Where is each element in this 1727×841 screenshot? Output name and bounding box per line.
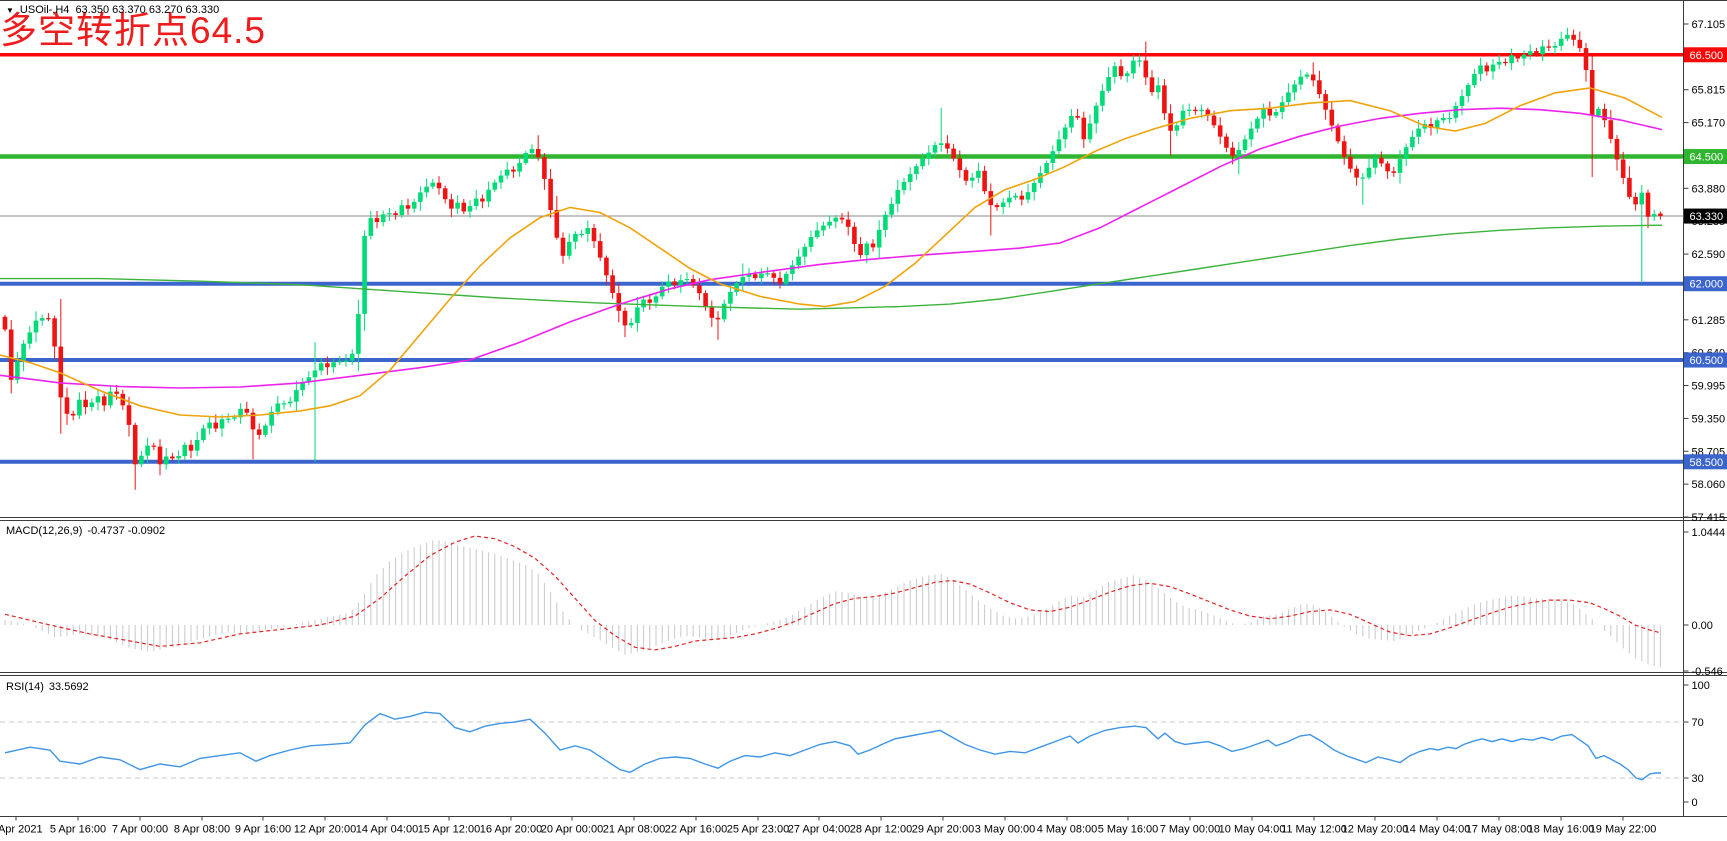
svg-text:12 Apr 20:00: 12 Apr 20:00 bbox=[294, 824, 356, 836]
macd-indicator-label: MACD(12,26,9) -0.4737 -0.0902 bbox=[6, 525, 170, 537]
svg-text:1 Apr 2021: 1 Apr 2021 bbox=[0, 824, 43, 836]
ma-fast-orange-line bbox=[0, 87, 1663, 418]
svg-text:10 May 04:00: 10 May 04:00 bbox=[1219, 824, 1286, 836]
svg-text:63.880: 63.880 bbox=[1692, 183, 1726, 195]
svg-text:19 May 22:00: 19 May 22:00 bbox=[1590, 824, 1657, 836]
svg-text:28 Apr 12:00: 28 Apr 12:00 bbox=[850, 824, 912, 836]
chart-ohlc-values: 63.350 63.370 63.270 63.330 bbox=[75, 4, 220, 16]
svg-text:14 May 04:00: 14 May 04:00 bbox=[1404, 824, 1471, 836]
svg-text:29 Apr 20:00: 29 Apr 20:00 bbox=[912, 824, 974, 836]
svg-text:67.105: 67.105 bbox=[1692, 19, 1726, 31]
svg-text:8 Apr 08:00: 8 Apr 08:00 bbox=[174, 824, 230, 836]
svg-text:64.500: 64.500 bbox=[1690, 152, 1724, 164]
svg-text:25 Apr 23:00: 25 Apr 23:00 bbox=[727, 824, 789, 836]
svg-text:59.350: 59.350 bbox=[1692, 413, 1726, 425]
svg-text:0.00: 0.00 bbox=[1692, 620, 1713, 632]
rsi-panel: 100 70 30 0 bbox=[0, 680, 1710, 809]
svg-text:18 May 16:00: 18 May 16:00 bbox=[1528, 824, 1595, 836]
svg-text:61.285: 61.285 bbox=[1692, 315, 1726, 327]
svg-text:22 Apr 16:00: 22 Apr 16:00 bbox=[665, 824, 727, 836]
chart-title-bar: ▼ USOil-,H4 63.350 63.370 63.270 63.330 bbox=[6, 4, 219, 16]
svg-text:70: 70 bbox=[1692, 717, 1704, 729]
svg-text:60.500: 60.500 bbox=[1690, 355, 1724, 367]
rsi-name: RSI(14) bbox=[6, 681, 44, 693]
svg-text:15 Apr 12:00: 15 Apr 12:00 bbox=[418, 824, 480, 836]
svg-text:4 May 08:00: 4 May 08:00 bbox=[1037, 824, 1098, 836]
svg-text:63.330: 63.330 bbox=[1690, 211, 1724, 223]
svg-text:9 Apr 16:00: 9 Apr 16:00 bbox=[235, 824, 291, 836]
time-axis[interactable]: 1 Apr 2021 5 Apr 16:00 7 Apr 00:00 8 Apr 08… bbox=[0, 816, 1657, 836]
horizontal-level-lines[interactable] bbox=[0, 53, 1684, 464]
svg-text:65.815: 65.815 bbox=[1692, 85, 1726, 97]
svg-text:7 May 00:00: 7 May 00:00 bbox=[1160, 824, 1221, 836]
svg-text:7 Apr 00:00: 7 Apr 00:00 bbox=[112, 824, 168, 836]
svg-text:5 May 16:00: 5 May 16:00 bbox=[1098, 824, 1159, 836]
candlestick-series bbox=[2, 27, 1663, 490]
svg-text:62.590: 62.590 bbox=[1692, 249, 1726, 261]
svg-text:1.0444: 1.0444 bbox=[1692, 527, 1726, 539]
macd-panel: 1.0444 0.00 -0.546 bbox=[4, 527, 1726, 678]
price-level-labels: 66.500 64.500 62.000 60.500 58.500 63.330 bbox=[1684, 47, 1727, 470]
rsi-indicator-label: RSI(14) 33.5692 bbox=[6, 681, 94, 693]
panel-borders bbox=[0, 0, 1727, 817]
svg-text:58.060: 58.060 bbox=[1692, 479, 1726, 491]
svg-text:11 May 12:00: 11 May 12:00 bbox=[1281, 824, 1347, 836]
macd-values: -0.4737 -0.0902 bbox=[87, 525, 166, 537]
svg-text:27 Apr 04:00: 27 Apr 04:00 bbox=[788, 824, 850, 836]
svg-text:58.500: 58.500 bbox=[1690, 457, 1724, 469]
price-axis[interactable]: 67.10566.46065.81565.17064.52563.88063.2… bbox=[1683, 19, 1726, 524]
chart-symbol-period: USOil-,H4 bbox=[19, 4, 70, 16]
svg-text:3 May 00:00: 3 May 00:00 bbox=[975, 824, 1036, 836]
svg-text:16 Apr 20:00: 16 Apr 20:00 bbox=[480, 824, 542, 836]
svg-text:12 May 20:00: 12 May 20:00 bbox=[1342, 824, 1409, 836]
rsi-line bbox=[4, 711, 1661, 781]
rsi-values: 33.5692 bbox=[48, 681, 89, 693]
svg-text:17 May 08:00: 17 May 08:00 bbox=[1466, 824, 1533, 836]
current-price-label bbox=[1684, 208, 1727, 224]
svg-text:0: 0 bbox=[1692, 797, 1698, 809]
svg-text:14 Apr 04:00: 14 Apr 04:00 bbox=[356, 824, 418, 836]
svg-text:65.170: 65.170 bbox=[1692, 118, 1726, 130]
moving-average-lines bbox=[0, 87, 1663, 418]
svg-text:20 Apr 00:00: 20 Apr 00:00 bbox=[541, 824, 603, 836]
svg-text:30: 30 bbox=[1692, 773, 1704, 785]
svg-text:59.995: 59.995 bbox=[1692, 381, 1726, 393]
chart-text-annotation[interactable]: 多空转折点64.5 bbox=[0, 10, 267, 51]
svg-text:-0.546: -0.546 bbox=[1692, 666, 1723, 678]
macd-name: MACD(12,26,9) bbox=[6, 525, 83, 537]
svg-text:57.415: 57.415 bbox=[1692, 512, 1726, 524]
ma-medium-magenta-line bbox=[0, 107, 1663, 389]
svg-text:66.500: 66.500 bbox=[1690, 50, 1724, 62]
svg-text:62.000: 62.000 bbox=[1690, 279, 1724, 291]
svg-text:21 Apr 08:00: 21 Apr 08:00 bbox=[603, 824, 665, 836]
ma-slow-green-line bbox=[0, 224, 1663, 310]
svg-text:100: 100 bbox=[1692, 680, 1710, 692]
chart-dropdown-icon[interactable]: ▼ bbox=[6, 5, 14, 15]
svg-text:5 Apr 16:00: 5 Apr 16:00 bbox=[50, 824, 106, 836]
